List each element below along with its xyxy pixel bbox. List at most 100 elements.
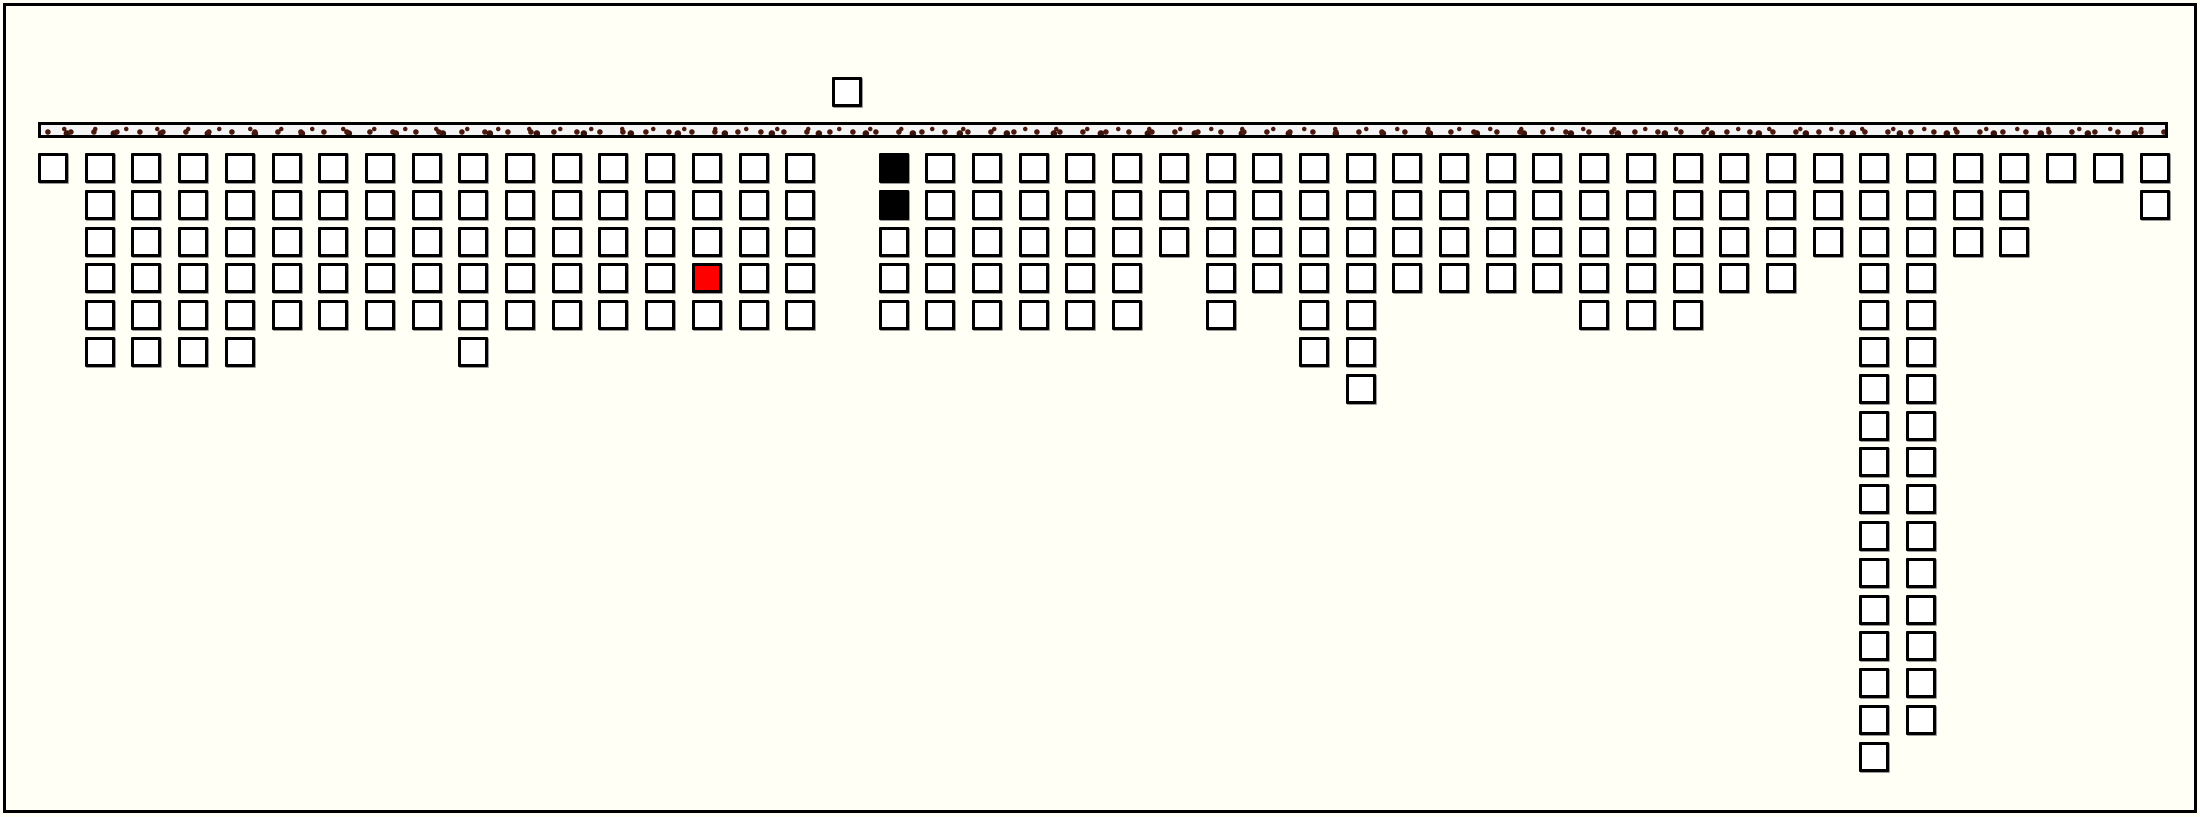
cell[interactable] [1906, 373, 1936, 404]
held-piece[interactable] [831, 77, 862, 107]
cell[interactable] [1205, 226, 1236, 257]
cell[interactable] [1906, 226, 1936, 257]
cell[interactable] [1439, 263, 1469, 294]
cell[interactable] [84, 263, 115, 294]
cell[interactable] [1859, 263, 1890, 294]
cell[interactable] [645, 226, 676, 257]
cell[interactable] [1625, 189, 1656, 220]
cell[interactable] [1579, 263, 1610, 294]
cell[interactable] [1906, 484, 1936, 515]
cell[interactable] [38, 153, 68, 183]
cell[interactable] [1719, 153, 1750, 183]
cell[interactable] [1859, 226, 1890, 257]
cell[interactable] [551, 300, 582, 331]
cell[interactable] [1859, 668, 1890, 699]
cell[interactable] [1859, 521, 1890, 551]
cell[interactable] [645, 153, 676, 183]
cell[interactable] [1625, 226, 1656, 257]
cell[interactable] [1765, 263, 1796, 294]
cell[interactable] [1298, 153, 1329, 183]
cell[interactable] [1018, 189, 1049, 220]
cell[interactable] [738, 226, 769, 257]
cell[interactable] [411, 226, 442, 257]
cell[interactable] [84, 300, 115, 331]
cell[interactable] [1392, 263, 1423, 294]
cell[interactable] [1859, 447, 1890, 478]
cell[interactable] [925, 226, 956, 257]
cell[interactable] [271, 226, 302, 257]
cell[interactable] [925, 300, 956, 331]
cell[interactable] [1859, 373, 1890, 404]
cell[interactable] [1859, 484, 1890, 515]
cell[interactable] [505, 300, 535, 331]
cell[interactable] [1859, 153, 1890, 183]
cell[interactable] [1906, 557, 1936, 588]
cell[interactable] [1298, 226, 1329, 257]
cell[interactable] [1252, 189, 1283, 220]
cell[interactable] [551, 153, 582, 183]
cell[interactable] [1906, 337, 1936, 367]
cell[interactable] [878, 226, 909, 257]
cell[interactable] [645, 263, 676, 294]
cell[interactable] [598, 263, 629, 294]
cell[interactable] [505, 153, 535, 183]
cell[interactable] [691, 153, 722, 183]
cell[interactable] [1158, 153, 1189, 183]
cell[interactable] [411, 153, 442, 183]
cell[interactable] [1485, 226, 1516, 257]
cell[interactable] [1859, 594, 1890, 625]
cell[interactable] [1532, 189, 1563, 220]
cell[interactable] [1345, 337, 1376, 367]
cell[interactable] [785, 153, 816, 183]
cell[interactable] [1625, 153, 1656, 183]
cell[interactable] [1812, 153, 1843, 183]
cell[interactable] [178, 337, 209, 367]
cell[interactable] [1065, 153, 1096, 183]
cell[interactable] [878, 300, 909, 331]
cell[interactable] [1579, 226, 1610, 257]
cell[interactable] [224, 226, 255, 257]
cell[interactable] [1952, 226, 1983, 257]
cell[interactable] [1112, 189, 1143, 220]
cell[interactable] [505, 189, 535, 220]
cell[interactable] [1065, 300, 1096, 331]
cell[interactable] [1252, 226, 1283, 257]
cell[interactable] [131, 189, 162, 220]
cell[interactable] [84, 189, 115, 220]
cell[interactable] [691, 300, 722, 331]
cell[interactable] [271, 263, 302, 294]
cell[interactable] [1345, 300, 1376, 331]
cell[interactable] [1859, 300, 1890, 331]
cell[interactable] [224, 189, 255, 220]
cell[interactable] [505, 226, 535, 257]
cell[interactable] [738, 189, 769, 220]
cell[interactable] [1158, 189, 1189, 220]
cell[interactable] [1112, 153, 1143, 183]
cell[interactable] [224, 300, 255, 331]
cell[interactable] [271, 153, 302, 183]
cell[interactable] [785, 263, 816, 294]
cell[interactable] [738, 263, 769, 294]
cell[interactable] [271, 189, 302, 220]
cell[interactable] [84, 153, 115, 183]
cell[interactable] [1999, 153, 2030, 183]
cell[interactable] [1345, 263, 1376, 294]
cell[interactable] [925, 153, 956, 183]
cell[interactable] [1906, 153, 1936, 183]
cell[interactable] [224, 263, 255, 294]
cell[interactable] [1625, 300, 1656, 331]
cell[interactable] [1205, 263, 1236, 294]
cell[interactable] [1392, 153, 1423, 183]
cell[interactable] [598, 226, 629, 257]
cell[interactable] [364, 226, 395, 257]
cell[interactable] [1906, 447, 1936, 478]
cell[interactable] [131, 153, 162, 183]
cell[interactable] [224, 153, 255, 183]
cell[interactable] [1719, 226, 1750, 257]
cell[interactable] [1906, 594, 1936, 625]
cell[interactable] [972, 189, 1002, 220]
cell[interactable] [1765, 153, 1796, 183]
cell[interactable] [1906, 668, 1936, 699]
cell[interactable] [178, 153, 209, 183]
cell[interactable] [178, 300, 209, 331]
